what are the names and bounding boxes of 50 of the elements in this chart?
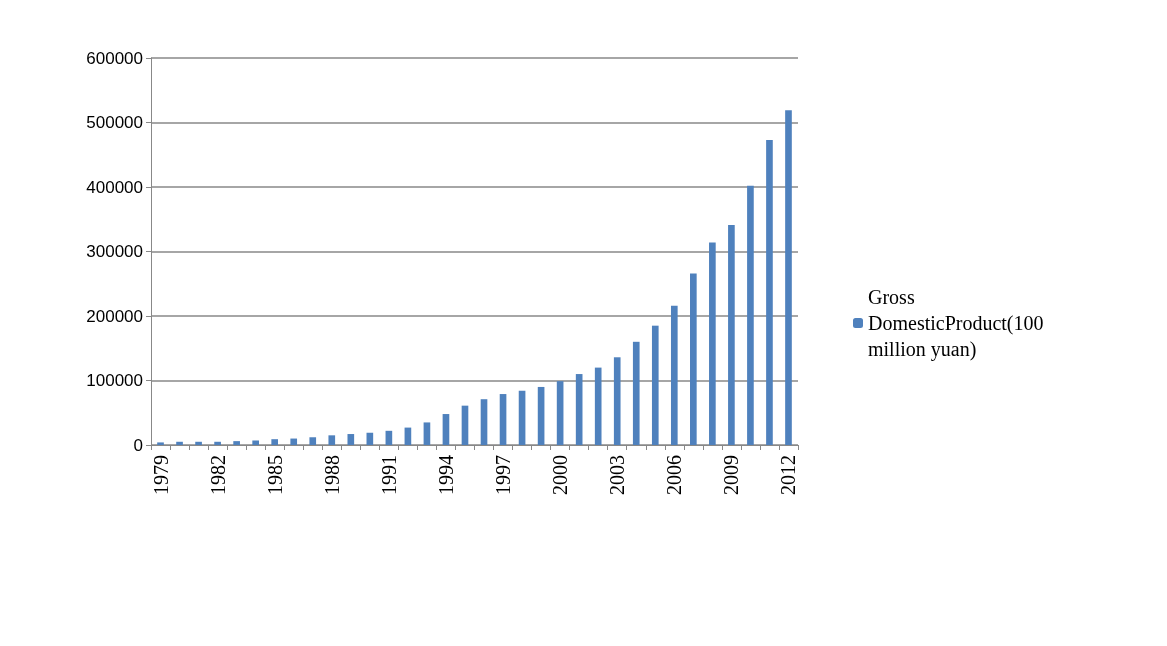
y-tick-label: 400000 bbox=[86, 177, 143, 197]
x-tick-label: 1985 bbox=[263, 455, 286, 495]
bar bbox=[347, 434, 355, 445]
bar bbox=[651, 325, 659, 445]
x-tick-label: 2009 bbox=[720, 455, 743, 495]
bar bbox=[480, 399, 488, 445]
x-tick-label: 1988 bbox=[320, 455, 343, 495]
bar bbox=[157, 442, 164, 445]
bar bbox=[233, 441, 240, 445]
bar bbox=[690, 273, 697, 445]
bar bbox=[766, 139, 773, 445]
x-tick-label: 1979 bbox=[149, 455, 172, 495]
bar bbox=[747, 185, 754, 445]
x-tick-label: 1994 bbox=[434, 455, 457, 495]
bar bbox=[518, 390, 526, 445]
bar bbox=[214, 441, 221, 445]
y-tick-label: 100000 bbox=[86, 371, 143, 390]
bar bbox=[632, 341, 640, 445]
bar bbox=[575, 374, 583, 445]
bar bbox=[537, 386, 545, 445]
y-tick-label: 200000 bbox=[86, 306, 143, 326]
bar bbox=[499, 394, 507, 445]
bar bbox=[309, 437, 317, 445]
bar bbox=[195, 441, 202, 445]
x-tick-label: 1997 bbox=[492, 455, 515, 495]
legend-label: Gross DomesticProduct(100 million yuan) bbox=[868, 286, 1049, 361]
y-tick-label: 500000 bbox=[86, 113, 143, 132]
bar bbox=[442, 414, 450, 445]
x-tick-label: 2003 bbox=[606, 455, 629, 495]
bar bbox=[670, 305, 678, 445]
y-tick-label: 300000 bbox=[86, 242, 143, 261]
bar bbox=[290, 438, 298, 445]
x-tick-label: 1982 bbox=[206, 455, 229, 495]
y-tick-label: 600000 bbox=[86, 48, 143, 68]
bar bbox=[271, 439, 279, 445]
bar bbox=[709, 242, 716, 445]
bar bbox=[613, 357, 621, 445]
bar bbox=[328, 435, 336, 445]
bar bbox=[556, 381, 564, 445]
bar bbox=[594, 367, 602, 445]
x-tick-label: 2012 bbox=[777, 455, 800, 495]
y-tick-label: 0 bbox=[133, 435, 143, 455]
x-tick-label: 2006 bbox=[663, 455, 686, 495]
x-tick-label: 2000 bbox=[549, 455, 572, 495]
x-tick-label: 1991 bbox=[377, 455, 400, 495]
bar bbox=[423, 422, 431, 445]
bar bbox=[176, 441, 183, 445]
bar bbox=[252, 440, 259, 445]
bar bbox=[785, 110, 792, 445]
bar bbox=[728, 225, 735, 445]
